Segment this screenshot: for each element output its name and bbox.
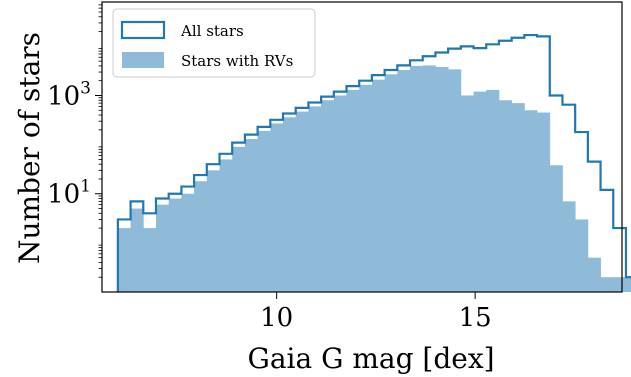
y-tick-label: 103: [47, 78, 91, 111]
rv-bar: [117, 228, 131, 292]
rv-bar: [511, 103, 525, 292]
rv-bar: [371, 79, 386, 292]
rv-bar: [333, 95, 347, 293]
rv-bar: [308, 106, 322, 292]
legend-swatch-stars-with-rvs: [122, 52, 164, 68]
rv-bar: [359, 84, 373, 292]
y-axis-title: Number of stars: [13, 32, 46, 264]
rv-bar: [498, 100, 513, 292]
rv-bar: [270, 123, 284, 293]
rv-bar: [219, 159, 233, 292]
legend-label-stars-with-rvs: Stars with RVs: [181, 52, 293, 70]
rv-bar: [397, 70, 411, 293]
x-tick-label: 10: [260, 303, 293, 333]
rv-bar: [346, 89, 360, 293]
rv-bar: [486, 89, 500, 293]
rv-bar: [410, 65, 424, 292]
rv-bar: [625, 277, 631, 292]
rv-bar: [257, 130, 271, 292]
rv-bar: [537, 112, 551, 292]
legend-swatch-all-stars: [120, 20, 166, 40]
x-axis-title: Gaia G mag [dex]: [247, 342, 494, 375]
rv-bar: [295, 111, 309, 292]
rv-bar: [206, 170, 220, 292]
rv-bar: [384, 74, 398, 292]
rv-bar: [587, 257, 601, 292]
rv-bar: [575, 219, 589, 292]
plot-area: [116, 33, 631, 293]
rv-bar: [321, 100, 335, 292]
rv-bar: [283, 117, 297, 292]
x-tick-label: 15: [459, 303, 492, 333]
y-tick-label: 101: [47, 177, 91, 210]
rv-bar: [562, 201, 576, 292]
rv-bar: [473, 91, 487, 292]
rv-bar: [435, 67, 449, 292]
rv-bar: [460, 95, 474, 293]
rv-bar: [194, 181, 208, 292]
rv-bar: [549, 165, 563, 292]
rv-bar: [524, 110, 538, 292]
rv-bar: [143, 228, 157, 292]
rv-bar: [130, 208, 144, 292]
rv-bar: [168, 198, 182, 292]
rv-bar: [613, 277, 627, 292]
rv-bar: [600, 277, 614, 292]
rv-bar: [181, 193, 195, 292]
rv-bar: [155, 204, 170, 292]
rv-bar: [422, 65, 436, 292]
all-stars-step-line: [116, 33, 631, 292]
rv-bar: [232, 146, 246, 292]
rv-bar: [244, 139, 258, 292]
rv-bar: [448, 69, 462, 292]
legend-label-all-stars: All stars: [180, 22, 244, 40]
legend: All stars Stars with RVs: [112, 8, 316, 78]
